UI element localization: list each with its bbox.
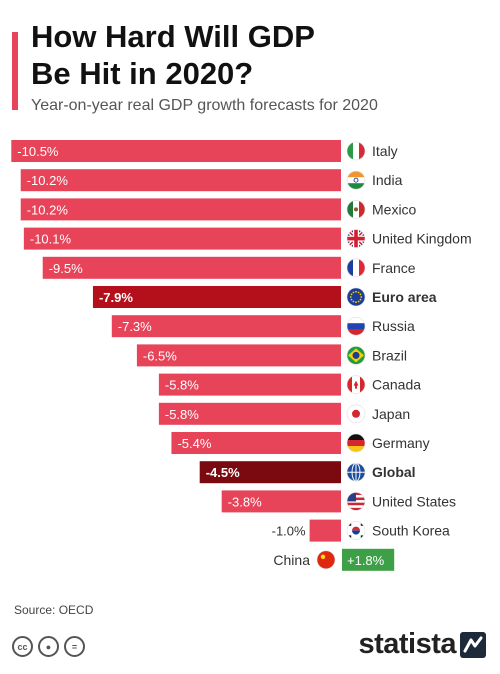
data-label: -5.8% [165,378,199,393]
bar-row: -9.5% France [42,256,416,279]
category-label: India [372,172,403,188]
bar-row: -3.8% United States [221,490,456,513]
data-label: -10.2% [27,202,69,217]
data-label: -4.5% [206,465,240,480]
title-accent-bar [12,32,18,110]
category-label: Mexico [372,201,417,217]
us-flag-icon [347,492,365,511]
china-flag-icon [317,550,335,569]
license-icons: cc ● = [12,636,85,657]
category-label: United Kingdom [372,231,472,247]
india-flag-icon [347,171,365,190]
bar [158,373,341,396]
bar [199,461,341,484]
south-korea-flag-icon [347,521,365,540]
bar-row: -6.5% Brazil [136,344,407,367]
by-icon: ● [38,636,59,657]
bar [92,286,341,308]
mexico-flag-icon [347,200,365,219]
bar [309,519,341,542]
category-label: Germany [372,435,430,451]
canada-flag-icon [347,375,365,394]
bar [158,402,341,425]
bar-row: -7.3% Russia [111,315,415,338]
bar-row: -7.9% Euro area [92,286,437,308]
data-label: -5.4% [177,436,211,451]
source-note: Source: OECD [14,603,94,617]
title-line-2: Be Hit in 2020? [31,56,254,91]
bar-row: -10.5% Italy [11,140,398,162]
bar-row: -10.2% India [20,169,403,192]
category-label: Japan [372,406,410,422]
bar-row: -10.2% Mexico [20,198,417,221]
bar-row: -10.1% United Kingdom [23,227,472,250]
bar-row: +1.8% China [273,548,395,571]
data-label: +1.8% [347,553,385,568]
category-label: United States [372,493,456,509]
subtitle: Year-on-year real GDP growth forecasts f… [31,97,378,114]
bar-row: -5.8% Canada [158,373,421,396]
statista-logo: statista [358,628,486,661]
globe-icon [347,463,365,482]
bar [111,315,341,338]
germany-flag-icon [347,434,365,452]
bar [11,140,342,162]
data-label: -3.8% [228,494,262,509]
bar [221,490,341,513]
bar [171,432,341,454]
japan-flag-icon [347,404,365,423]
category-label: France [372,260,416,276]
data-label: -10.2% [27,173,69,188]
category-label: South Korea [372,523,450,539]
bar-row: -1.0% South Korea [272,519,450,542]
uk-flag-icon [347,229,365,248]
bar [20,198,341,221]
russia-flag-icon [347,317,365,336]
data-label: -10.5% [17,144,59,159]
data-label: -7.9% [99,290,133,305]
bar-row: -4.5% Global [199,461,416,484]
bar [20,169,341,192]
title-line-1: How Hard Will GDP [31,19,315,54]
data-label: -7.3% [118,319,152,334]
bar [342,548,395,571]
statista-wordmark: statista [358,628,456,660]
cc-icon: cc [12,636,33,657]
data-label: -6.5% [143,348,177,363]
data-label: -1.0% [272,524,306,539]
category-label: Russia [372,318,415,334]
category-label: Canada [372,377,421,393]
category-label: Global [372,464,416,480]
bar [23,227,342,250]
italy-flag-icon [347,142,365,160]
data-label: -5.8% [165,407,199,422]
data-label: -9.5% [49,261,83,276]
brazil-flag-icon [347,346,365,365]
page-title: How Hard Will GDP Be Hit in 2020? [31,18,471,92]
category-label: Euro area [372,289,437,305]
bar-row: -5.8% Japan [158,402,410,425]
gdp-bar-chart: -10.5% Italy -10.2% India -10.2% Mexico -10.1%… [11,140,472,571]
bar [136,344,341,367]
category-label: China [273,552,310,568]
category-label: Italy [372,143,398,159]
france-flag-icon [347,258,365,277]
bar [42,256,341,279]
statista-logo-icon [460,631,486,658]
data-label: -10.1% [30,232,72,247]
nd-icon: = [64,636,85,657]
bar-row: -5.4% Germany [171,432,430,454]
eu-flag-icon [347,288,365,306]
category-label: Brazil [372,347,407,363]
